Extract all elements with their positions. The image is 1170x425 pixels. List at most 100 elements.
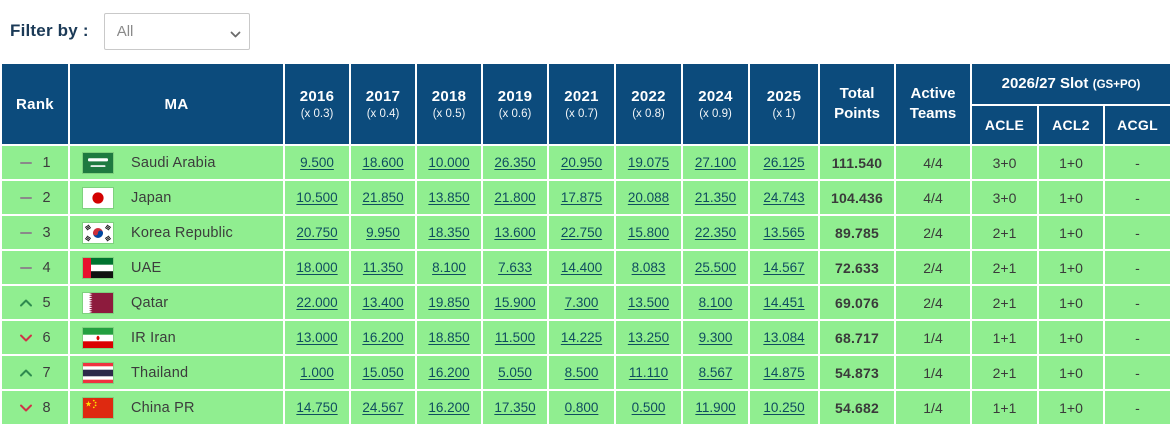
score-link[interactable]: 16.200: [428, 399, 470, 415]
score-link[interactable]: 14.750: [296, 399, 338, 415]
score-link[interactable]: 19.850: [428, 294, 470, 310]
year-score-cell: 11.350: [349, 249, 417, 286]
score-link[interactable]: 0.800: [564, 399, 599, 415]
year-score-cell: 18.350: [415, 214, 483, 251]
score-link[interactable]: 11.500: [494, 329, 536, 345]
score-link[interactable]: 11.110: [628, 364, 669, 380]
score-link[interactable]: 18.000: [296, 259, 338, 275]
score-link[interactable]: 13.600: [494, 224, 536, 240]
year-score-cell: 21.350: [681, 179, 750, 216]
score-link[interactable]: 13.000: [296, 329, 338, 345]
score-link[interactable]: 13.500: [627, 294, 670, 310]
score-link[interactable]: 21.850: [362, 189, 404, 205]
score-link[interactable]: 18.850: [428, 329, 470, 345]
year-score-cell: 13.565: [748, 214, 820, 251]
score-link[interactable]: 22.750: [560, 224, 603, 240]
score-link[interactable]: 9.500: [300, 154, 334, 170]
score-link[interactable]: 24.567: [362, 399, 404, 415]
score-link[interactable]: 21.350: [694, 189, 737, 205]
score-link[interactable]: 20.950: [560, 154, 603, 170]
score-link[interactable]: 9.300: [698, 329, 733, 345]
acl2-slot-cell: 1+0: [1037, 214, 1105, 251]
total-points-cell: 54.682: [818, 389, 896, 425]
score-link[interactable]: 11.900: [695, 399, 736, 415]
score-link[interactable]: 15.050: [362, 364, 404, 380]
year-score-cell: 8.567: [681, 354, 750, 391]
score-link[interactable]: 14.567: [763, 259, 805, 275]
year-score-cell: 14.225: [547, 319, 616, 356]
score-link[interactable]: 14.225: [560, 329, 603, 345]
year-score-cell: 8.100: [681, 284, 750, 321]
score-link[interactable]: 20.088: [627, 189, 670, 205]
acle-header: ACLE: [970, 104, 1039, 146]
score-link[interactable]: 15.800: [627, 224, 670, 240]
score-link[interactable]: 13.084: [763, 329, 805, 345]
score-link[interactable]: 27.100: [694, 154, 737, 170]
ma-column-header: MA: [68, 62, 285, 146]
score-link[interactable]: 10.500: [296, 189, 338, 205]
score-link[interactable]: 16.200: [428, 364, 470, 380]
year-score-cell: 18.850: [415, 319, 483, 356]
year-score-cell: 20.750: [283, 214, 351, 251]
score-link[interactable]: 8.100: [698, 294, 733, 310]
score-link[interactable]: 18.350: [428, 224, 470, 240]
score-link[interactable]: 13.850: [428, 189, 470, 205]
acle-slot-cell: 2+1: [970, 354, 1039, 391]
score-link[interactable]: 17.875: [560, 189, 603, 205]
score-link[interactable]: 21.800: [494, 189, 536, 205]
acl2-slot-cell: 1+0: [1037, 284, 1105, 321]
score-link[interactable]: 16.200: [362, 329, 404, 345]
ma-cell: Japan: [68, 179, 285, 216]
score-link[interactable]: 13.250: [627, 329, 670, 345]
score-link[interactable]: 14.400: [560, 259, 603, 275]
score-link[interactable]: 8.100: [432, 259, 466, 275]
score-link[interactable]: 10.000: [428, 154, 470, 170]
score-link[interactable]: 26.125: [763, 154, 805, 170]
score-link[interactable]: 15.900: [494, 294, 536, 310]
filter-select[interactable]: All: [103, 12, 250, 50]
year-score-cell: 14.875: [748, 354, 820, 391]
score-link[interactable]: 11.350: [362, 259, 404, 275]
score-link[interactable]: 18.600: [362, 154, 404, 170]
score-link[interactable]: 13.400: [362, 294, 404, 310]
sa-flag-icon: [83, 152, 113, 173]
score-link[interactable]: 8.500: [564, 364, 599, 380]
rank-number: 7: [42, 364, 51, 381]
score-link[interactable]: 9.950: [366, 224, 400, 240]
score-link[interactable]: 10.250: [763, 399, 805, 415]
score-link[interactable]: 13.565: [763, 224, 805, 240]
score-link[interactable]: 22.350: [694, 224, 737, 240]
year-score-cell: 9.300: [681, 319, 750, 356]
total-points-cell: 104.436: [818, 179, 896, 216]
score-link[interactable]: 19.075: [627, 154, 670, 170]
year-multiplier: (x 1): [772, 108, 796, 120]
year-score-cell: 26.350: [481, 144, 549, 181]
score-link[interactable]: 14.451: [763, 294, 805, 310]
score-link[interactable]: 8.083: [631, 259, 666, 275]
score-link[interactable]: 7.633: [498, 259, 532, 275]
year-score-cell: 20.088: [614, 179, 683, 216]
score-link[interactable]: 8.567: [698, 364, 733, 380]
total-points-cell: 111.540: [818, 144, 896, 181]
score-link[interactable]: 24.743: [763, 189, 805, 205]
score-link[interactable]: 0.500: [631, 399, 666, 415]
year-score-cell: 22.000: [283, 284, 351, 321]
score-link[interactable]: 22.000: [296, 294, 338, 310]
country-name: China PR: [131, 399, 195, 416]
score-link[interactable]: 25.500: [694, 259, 737, 275]
score-link[interactable]: 20.750: [296, 224, 338, 240]
score-link[interactable]: 1.000: [300, 364, 334, 380]
score-link[interactable]: 26.350: [494, 154, 536, 170]
score-link[interactable]: 14.875: [763, 364, 805, 380]
year-score-cell: 14.750: [283, 389, 351, 425]
score-link[interactable]: 5.050: [498, 364, 532, 380]
cn-flag-icon: [83, 397, 113, 418]
kr-flag-icon: [83, 222, 113, 243]
rank-no-change-icon: [19, 158, 33, 168]
rank-number: 1: [42, 154, 51, 171]
year-score-cell: 10.250: [748, 389, 820, 425]
country-name: Qatar: [131, 294, 169, 311]
score-link[interactable]: 17.350: [494, 399, 536, 415]
score-link[interactable]: 7.300: [564, 294, 599, 310]
active-teams-cell: 2/4: [894, 284, 972, 321]
